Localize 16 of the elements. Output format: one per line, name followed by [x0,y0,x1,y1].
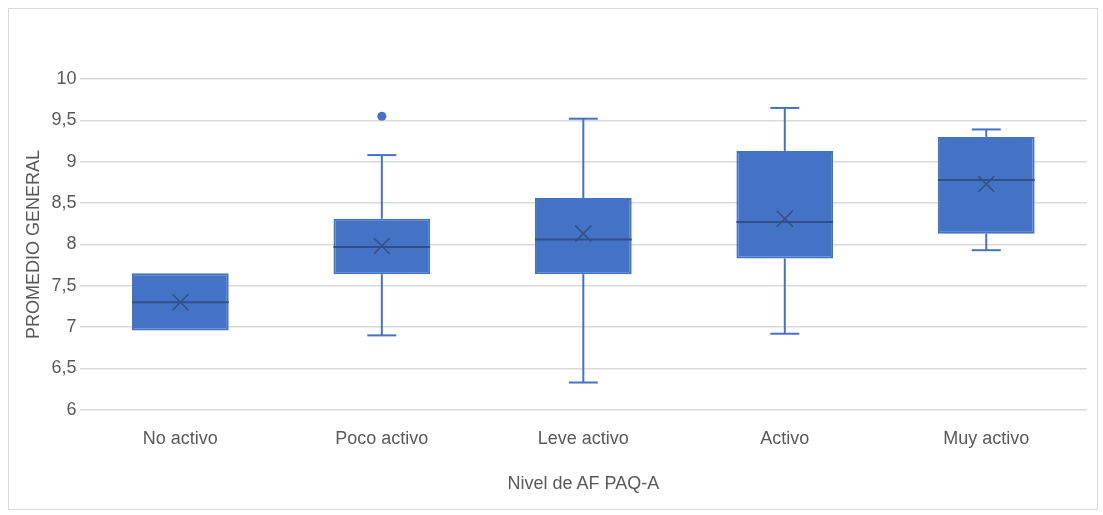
y-tick-label: 8,5 [51,192,77,213]
y-tick-label: 10 [56,67,77,88]
y-tick-label: 7,5 [51,274,77,295]
x-tick-label: Activo [760,427,810,448]
x-tick-label: No activo [142,427,218,448]
y-tick-label: 7 [66,316,77,337]
y-tick-label: 9 [66,150,77,171]
y-tick-label: 6 [66,398,77,419]
y-tick-label: 9,5 [51,109,77,130]
y-tick-label: 8 [66,233,77,254]
y-tick-label: 6,5 [51,357,77,378]
x-tick-label: Muy activo [943,427,1030,448]
y-axis-title: PROMEDIO GENERAL [22,149,43,339]
x-axis-title: Nivel de AF PAQ-A [507,473,660,494]
x-tick-label: Leve activo [537,427,629,448]
x-tick-label: Poco activo [335,427,429,448]
